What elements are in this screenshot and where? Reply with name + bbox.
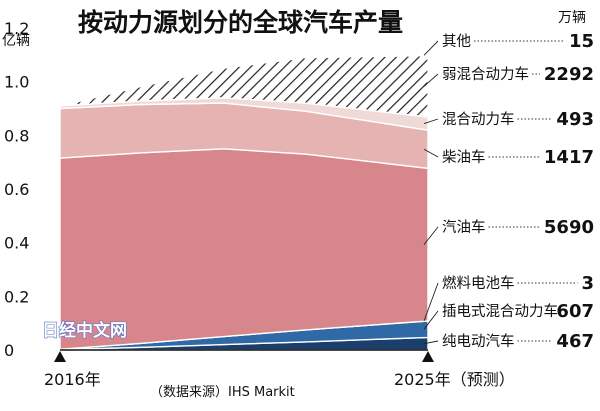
- series-value-label: 15: [569, 31, 594, 52]
- label-leader: [423, 310, 439, 330]
- y-tick-label: 0.4: [4, 234, 29, 253]
- series-value-label: 5690: [544, 217, 594, 238]
- y-tick-label: 1.2: [4, 19, 29, 38]
- label-leader: [423, 40, 439, 56]
- series-label: 汽油车: [442, 219, 486, 236]
- y-tick-label: 0.6: [4, 180, 29, 199]
- label-leader: [423, 148, 439, 158]
- area-4: [59, 148, 429, 350]
- watermark: 日经中文网: [42, 320, 127, 341]
- series-value-label: 607: [556, 301, 594, 322]
- series-label: 弱混合动力车: [442, 66, 529, 83]
- y-axis-unit-label: 亿辆: [2, 33, 30, 49]
- series-value-label: 467: [556, 331, 594, 352]
- label-leader: [423, 340, 439, 345]
- x-marker-triangle: [422, 351, 434, 362]
- y-tick-label: 1.0: [4, 73, 29, 92]
- area-8: [59, 54, 429, 107]
- label-leader: [423, 73, 439, 87]
- data-source-note: （数据来源）IHS Markit: [150, 385, 295, 400]
- area-layers: [59, 54, 429, 351]
- x-marker-triangle: [54, 351, 66, 362]
- label-leader: [423, 282, 439, 322]
- y-tick-label: 0: [4, 341, 14, 360]
- series-label: 其他: [442, 33, 471, 50]
- series-label: 纯电动汽车: [442, 333, 515, 350]
- right-unit-label: 万辆: [558, 10, 586, 26]
- series-label: 混合动力车: [442, 111, 515, 128]
- series-value-label: 1417: [544, 147, 594, 168]
- chart-title: 按动力源划分的全球汽车产量: [78, 8, 403, 37]
- series-label: 插电式混合动力车: [442, 303, 558, 320]
- y-tick-label: 0.8: [4, 126, 29, 145]
- x-tick-label: 2025年（预测）: [394, 370, 515, 389]
- label-leader: [423, 118, 439, 125]
- series-value-label: 2292: [544, 64, 594, 85]
- y-tick-label: 0.2: [4, 287, 29, 306]
- x-tick-label: 2016年: [44, 370, 101, 389]
- x-axis: 2016年 2025年（预测）: [44, 351, 515, 389]
- label-leader: [423, 226, 439, 245]
- series-label: 柴油车: [442, 149, 486, 166]
- series-value-label: 3: [581, 273, 594, 294]
- y-axis-ticks: 0 0.2 0.4 0.6 0.8 1.0 1.2: [4, 19, 29, 360]
- series-label: 燃料电池车: [442, 274, 515, 292]
- series-value-label: 493: [556, 109, 594, 130]
